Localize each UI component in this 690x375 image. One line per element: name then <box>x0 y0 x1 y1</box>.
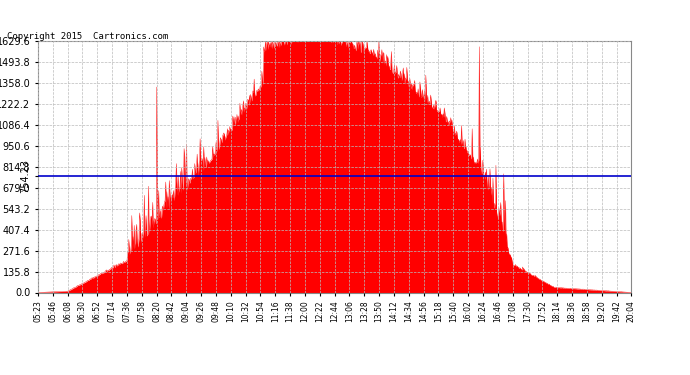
Text: East Array  (DC Watts): East Array (DC Watts) <box>556 25 667 34</box>
Text: Copyright 2015  Cartronics.com: Copyright 2015 Cartronics.com <box>7 32 168 41</box>
Text: East Array Actual & Average Power Mon Jun 1 20:19: East Array Actual & Average Power Mon Ju… <box>121 9 569 23</box>
Text: Average  (DC Watts): Average (DC Watts) <box>431 25 525 34</box>
